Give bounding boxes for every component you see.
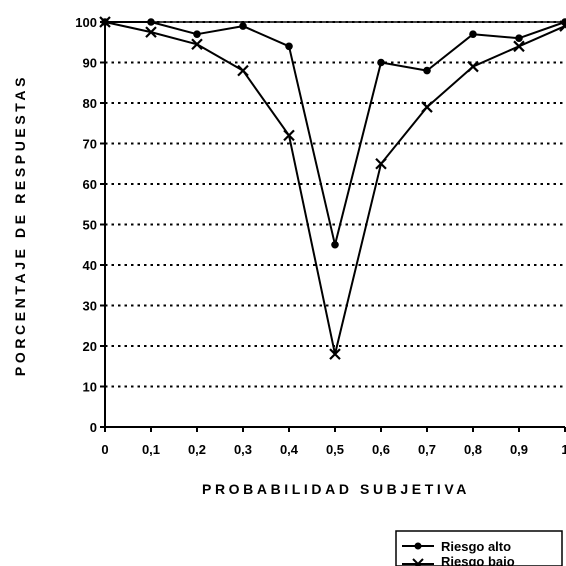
- point-riesgo-alto-2: [193, 30, 201, 38]
- legend-marker-riesgo-bajo: [412, 558, 424, 566]
- point-riesgo-bajo-1: [145, 26, 157, 38]
- legend-label-riesgo-alto: Riesgo alto: [441, 539, 511, 554]
- legend-marker-riesgo-alto: [414, 542, 422, 550]
- x-tick-label-1: 0,1: [142, 442, 160, 457]
- x-tick-label-0: 0: [101, 442, 108, 457]
- point-riesgo-bajo-9: [513, 40, 525, 53]
- point-riesgo-bajo-7: [421, 101, 433, 113]
- x-tick-label-5: 0,5: [326, 442, 344, 457]
- y-axis-label: PORCENTAJE DE RESPUESTAS: [12, 74, 28, 376]
- x-tick-label-7: 0,7: [418, 442, 436, 457]
- point-riesgo-bajo-10: [559, 20, 566, 32]
- point-riesgo-bajo-6: [375, 157, 387, 170]
- point-riesgo-alto-6: [377, 58, 385, 67]
- y-tick-label-100: 100: [75, 15, 97, 30]
- y-tick-label-0: 0: [90, 420, 97, 435]
- x-tick-label-10: 1: [561, 442, 566, 457]
- y-tick-label-20: 20: [83, 339, 97, 354]
- point-riesgo-alto-3: [239, 22, 247, 30]
- x-tick-label-8: 0,8: [464, 442, 482, 457]
- point-riesgo-alto-4: [285, 42, 293, 51]
- legend: Riesgo alto Riesgo bajo: [395, 530, 563, 566]
- series-layer: [99, 16, 566, 360]
- y-tick-label-60: 60: [83, 177, 97, 192]
- x-axis-label: PROBABILIDAD SUBJETIVA: [202, 481, 470, 497]
- legend-label-riesgo-bajo: Riesgo bajo: [441, 554, 515, 566]
- y-tick-label-50: 50: [83, 218, 97, 233]
- point-riesgo-alto-8: [469, 30, 477, 38]
- point-riesgo-alto-1: [147, 18, 155, 26]
- point-riesgo-bajo-2: [191, 38, 203, 51]
- legend-box: [395, 530, 563, 566]
- y-tick-label-30: 30: [83, 299, 97, 314]
- series-line-riesgo-bajo: [104, 21, 566, 356]
- y-tick-label-90: 90: [83, 56, 97, 71]
- point-riesgo-alto-7: [423, 66, 431, 75]
- point-riesgo-bajo-0: [99, 16, 111, 28]
- point-riesgo-alto-9: [515, 34, 523, 42]
- y-tick-label-40: 40: [83, 258, 97, 273]
- axes: [100, 21, 566, 432]
- y-tick-label-10: 10: [83, 380, 97, 395]
- point-riesgo-bajo-4: [283, 129, 295, 142]
- x-tick-label-2: 0,2: [188, 442, 206, 457]
- point-riesgo-alto-5: [331, 240, 339, 249]
- point-riesgo-bajo-5: [329, 348, 341, 360]
- gridlines: [105, 21, 565, 388]
- x-tick-label-3: 0,3: [234, 442, 252, 457]
- x-tick-label-6: 0,6: [372, 442, 390, 457]
- y-tick-label-70: 70: [83, 137, 97, 152]
- point-riesgo-bajo-3: [237, 64, 249, 77]
- tick-labels: 0 10 20 30 40 50 60 70 80 90 100 0 0,1 0,2 0,3 0,4 0,5 0,…: [75, 15, 566, 457]
- point-riesgo-bajo-8: [467, 60, 479, 73]
- y-tick-label-80: 80: [83, 96, 97, 111]
- x-tick-label-9: 0,9: [510, 442, 528, 457]
- x-tick-label-4: 0,4: [280, 442, 299, 457]
